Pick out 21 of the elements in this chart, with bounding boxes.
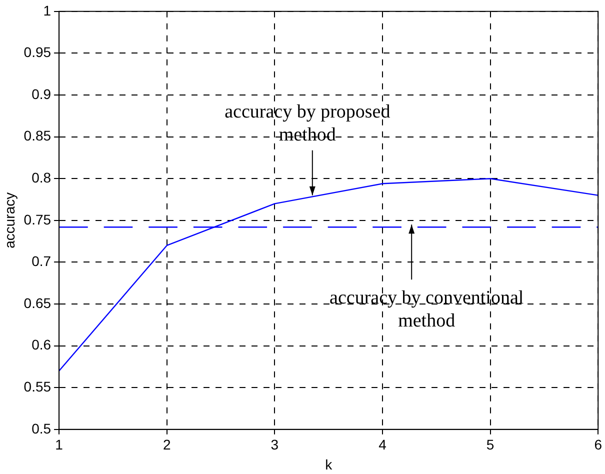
x-tick-label: 1 xyxy=(55,436,64,453)
y-tick-label: 0.65 xyxy=(24,294,52,311)
x-tick-label: 6 xyxy=(594,436,602,453)
x-tick-label: 2 xyxy=(162,436,171,453)
y-tick-label: 0.55 xyxy=(24,378,52,394)
x-tick-label: 5 xyxy=(486,436,494,453)
y-tick-label: 0.5 xyxy=(32,420,52,436)
y-tick-label: 0.75 xyxy=(24,211,52,228)
y-tick-label: 0.85 xyxy=(24,128,52,144)
x-axis-title: k xyxy=(325,456,334,472)
x-tick-label: 4 xyxy=(378,436,387,453)
y-tick-label: 0.7 xyxy=(32,253,52,270)
annotation: accuracy by proposed method xyxy=(224,101,391,146)
y-axis-title: accuracy xyxy=(1,192,18,248)
y-tick-label: 0.9 xyxy=(32,86,52,102)
annotation: accuracy by conventional method xyxy=(330,288,524,332)
y-tick-label: 0.6 xyxy=(32,336,52,353)
x-tick-label: 3 xyxy=(270,436,279,453)
y-tick-label: 1 xyxy=(43,2,52,18)
y-tick-label: 0.8 xyxy=(32,169,52,186)
y-tick-label: 0.95 xyxy=(24,44,52,60)
